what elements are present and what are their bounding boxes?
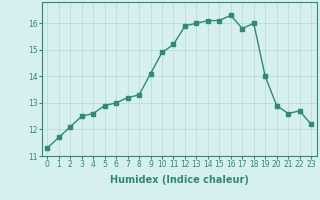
X-axis label: Humidex (Indice chaleur): Humidex (Indice chaleur) xyxy=(110,175,249,185)
